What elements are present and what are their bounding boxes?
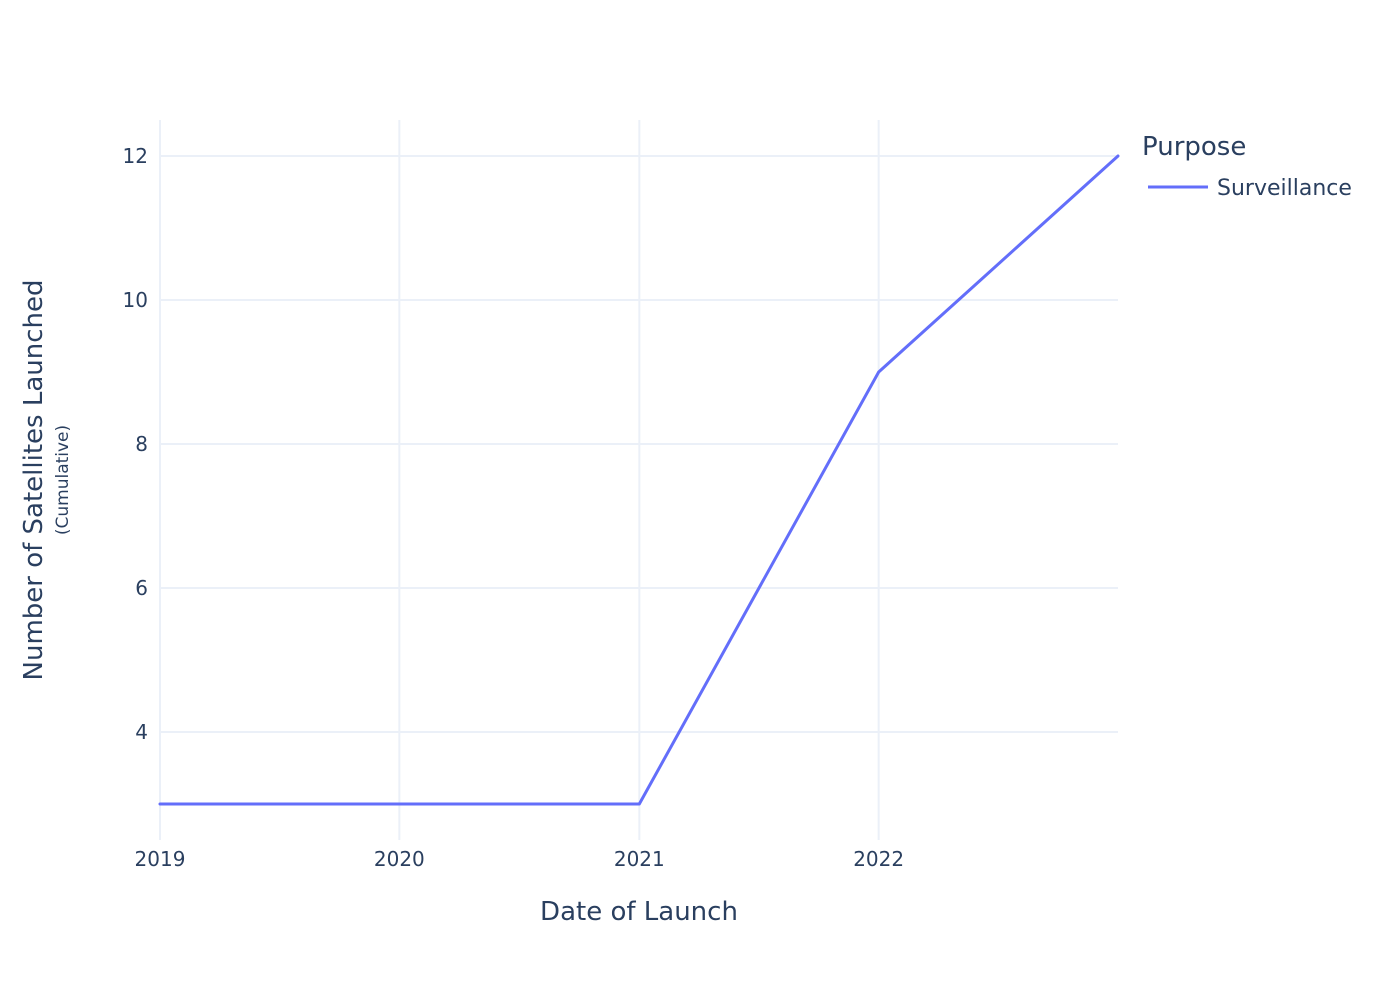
series-layer: [158, 154, 1120, 806]
y-axis-subtitle: (Cumulative): [53, 425, 73, 535]
legend-label: Surveillance: [1217, 176, 1352, 201]
x-axis-ticks: 2019 2020 2021 2022: [135, 847, 905, 871]
legend-item-surveillance[interactable]: Surveillance: [1148, 176, 1352, 201]
legend-title: Purpose: [1142, 132, 1246, 162]
y-axis-title-group: Number of Satellites Launched (Cumulativ…: [19, 280, 73, 681]
y-tick-label: 4: [135, 720, 148, 744]
legend[interactable]: Purpose Surveillance: [1142, 132, 1352, 201]
y-tick-label: 6: [135, 576, 148, 600]
y-tick-label: 10: [123, 288, 148, 312]
y-axis-ticks: 4 6 8 10 12: [123, 144, 148, 744]
x-tick-label: 2022: [853, 847, 904, 871]
y-tick-label: 8: [135, 432, 148, 456]
x-tick-label: 2019: [135, 847, 186, 871]
legend-items[interactable]: Surveillance: [1148, 176, 1352, 201]
x-axis-title: Date of Launch: [540, 897, 738, 927]
x-tick-label: 2021: [614, 847, 665, 871]
series-line-surveillance: [158, 154, 1120, 806]
x-tick-label: 2020: [374, 847, 425, 871]
grid-layer: [159, 120, 1118, 840]
y-axis-title: Number of Satellites Launched: [19, 280, 49, 681]
y-tick-label: 12: [123, 144, 148, 168]
